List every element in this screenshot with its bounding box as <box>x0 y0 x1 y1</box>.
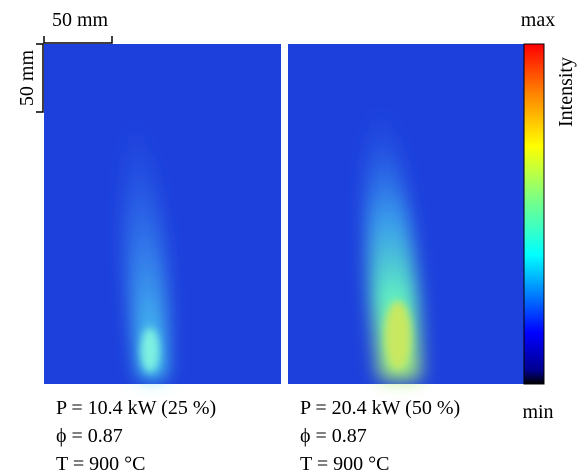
temperature-label: T = 900 °C <box>300 453 389 475</box>
scale-bar-vertical <box>36 43 44 113</box>
scale-label-vertical: 50 mm <box>16 50 38 107</box>
flame-image-left <box>44 44 281 384</box>
power-label: P = 20.4 kW (50 %) <box>300 397 460 419</box>
equivalence-ratio-label: ϕ = 0.87 <box>300 425 367 447</box>
flame-image-right <box>288 44 525 384</box>
scale-label-horizontal: 50 mm <box>52 9 109 31</box>
colorbar-label: Intensity <box>555 57 577 127</box>
equivalence-ratio-label: ϕ = 0.87 <box>56 425 123 447</box>
colorbar <box>523 43 545 385</box>
colorbar-max: max <box>521 9 555 31</box>
colorbar-min: min <box>522 401 553 423</box>
power-label: P = 10.4 kW (25 %) <box>56 397 216 419</box>
scale-bar-horizontal <box>43 36 113 44</box>
temperature-label: T = 900 °C <box>56 453 145 475</box>
